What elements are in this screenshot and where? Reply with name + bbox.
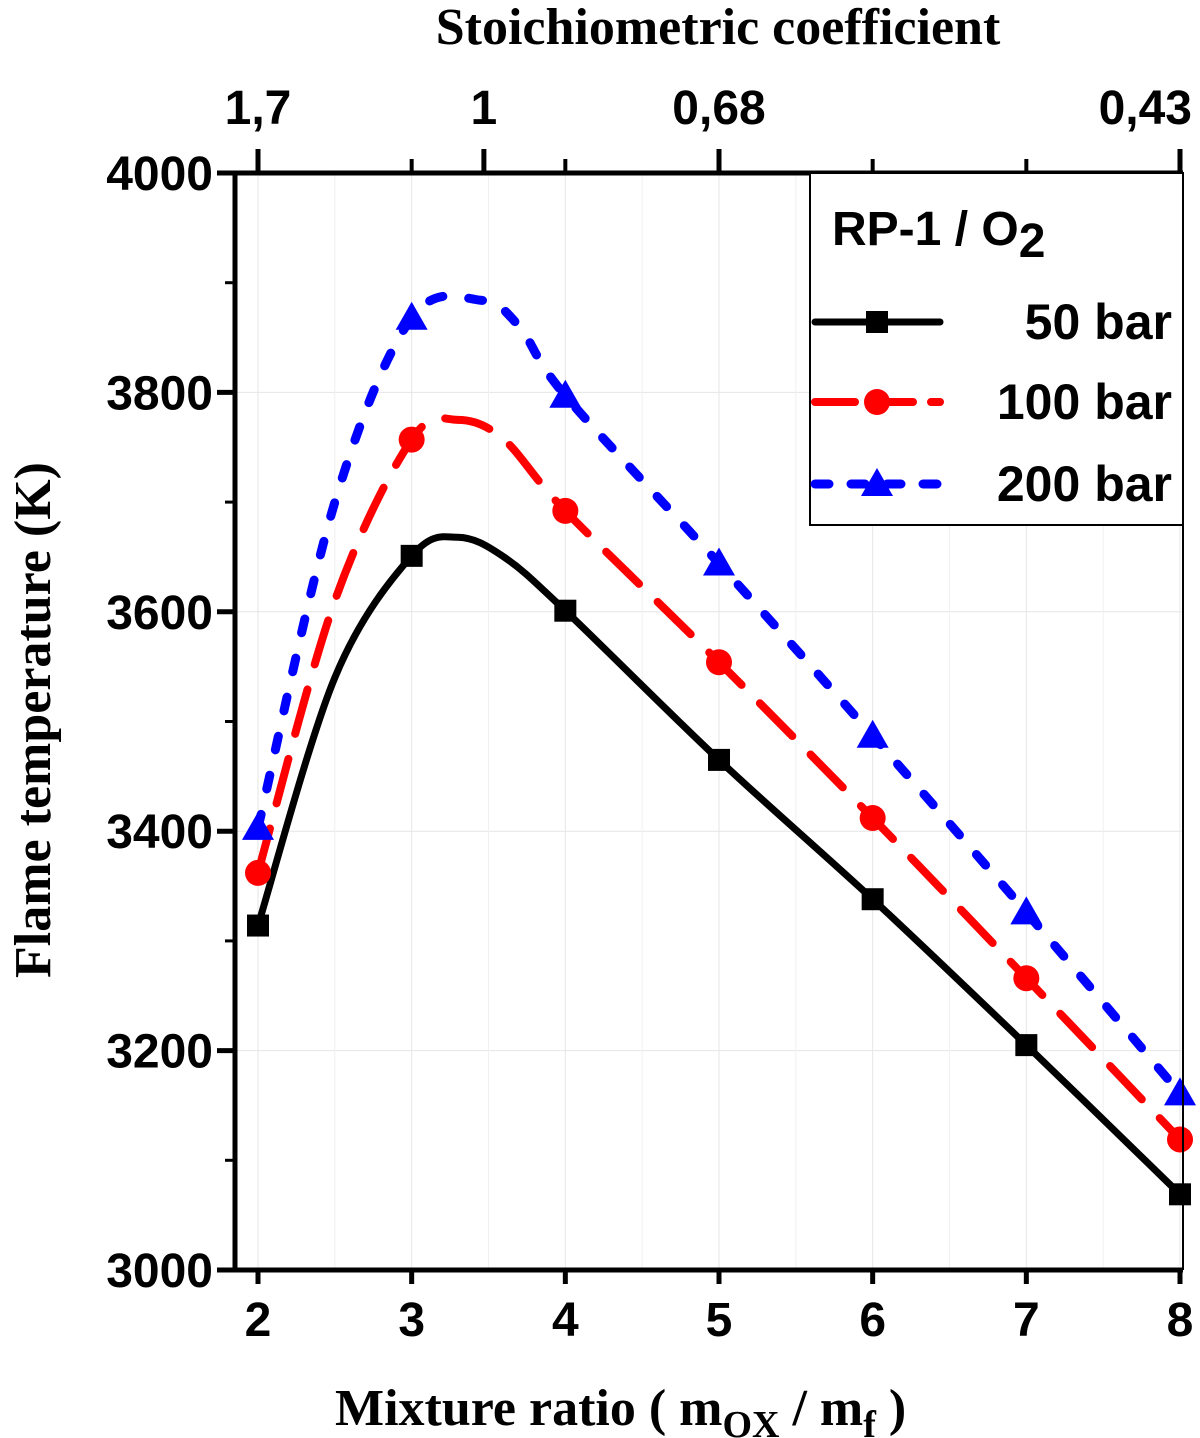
x-axis-title-sub-ox: OX xyxy=(722,1404,779,1438)
legend: RP-1 / O2 50 bar 100 bar 200 bar xyxy=(809,172,1184,526)
x-tick-label: 8 xyxy=(1167,1294,1194,1347)
data-point xyxy=(549,379,582,408)
data-point xyxy=(1013,965,1040,992)
x-tick-label: 2 xyxy=(245,1294,272,1347)
y-tick-label: 3400 xyxy=(106,806,213,859)
data-point xyxy=(552,497,579,524)
x2-tick-label: 0,43 xyxy=(1099,82,1192,135)
data-point xyxy=(703,547,735,576)
legend-title: RP-1 / O2 xyxy=(832,203,1045,268)
x-axis-title-mid: / m xyxy=(779,1380,863,1437)
data-point xyxy=(861,888,884,911)
data-point xyxy=(856,719,889,748)
data-point xyxy=(706,649,732,676)
y-axis-title: Flame temperature (K) xyxy=(5,462,62,978)
legend-title-main: RP-1 / O xyxy=(832,203,1019,256)
data-point xyxy=(245,859,271,886)
legend-label-1: 100 bar xyxy=(997,374,1172,430)
legend-marker-2 xyxy=(861,468,893,496)
legend-title-sub: 2 xyxy=(1019,215,1046,268)
data-point xyxy=(1167,1126,1193,1153)
legend-marker-1 xyxy=(864,389,890,415)
data-point xyxy=(247,914,269,937)
data-point xyxy=(1015,1034,1038,1057)
x-axis-title: Mixture ratio ( mOX / mf ) xyxy=(335,1380,906,1438)
x-tick-label: 7 xyxy=(1013,1294,1040,1347)
x-tick-label: 5 xyxy=(706,1294,733,1347)
y-tick-label: 3800 xyxy=(106,367,213,420)
x2-tick-label: 0,68 xyxy=(672,82,765,135)
y-tick-label: 3600 xyxy=(106,587,213,640)
x-tick-label: 4 xyxy=(552,1294,579,1347)
legend-marker-0 xyxy=(866,311,888,333)
data-point xyxy=(242,811,274,840)
x-axis-title-end: ) xyxy=(876,1380,906,1437)
x2-axis-title: Stoichiometric coefficient xyxy=(436,0,1001,56)
series-line-2 xyxy=(253,291,1185,1098)
x-tick-label: 3 xyxy=(398,1294,425,1347)
x-tick-label: 6 xyxy=(859,1294,886,1347)
y-tick-label: 4000 xyxy=(106,148,213,201)
data-point xyxy=(400,544,423,567)
data-point xyxy=(1010,896,1043,925)
series-group xyxy=(242,291,1196,1206)
y-tick-label: 3000 xyxy=(106,1245,213,1298)
y-tick-label: 3200 xyxy=(106,1026,213,1079)
axes: 3000 3200 3400 3600 3800 4000 2 3 4 5 6 7 8 1,7 1 0,68 0… xyxy=(106,82,1193,1347)
data-point xyxy=(554,599,577,622)
x2-tick-label: 1,7 xyxy=(225,82,292,135)
data-point xyxy=(1169,1183,1191,1206)
x-axis-title-main: Mixture ratio ( m xyxy=(335,1380,722,1437)
data-point xyxy=(708,748,730,771)
data-point xyxy=(1164,1077,1196,1106)
legend-label-2: 200 bar xyxy=(997,456,1172,512)
data-point xyxy=(395,301,428,330)
legend-box xyxy=(809,172,1184,526)
data-point xyxy=(859,805,886,832)
legend-label-0: 50 bar xyxy=(1025,294,1172,350)
data-point xyxy=(398,426,425,453)
x-axis-title-sub-f: f xyxy=(863,1404,877,1438)
x2-tick-label: 1 xyxy=(471,82,498,135)
